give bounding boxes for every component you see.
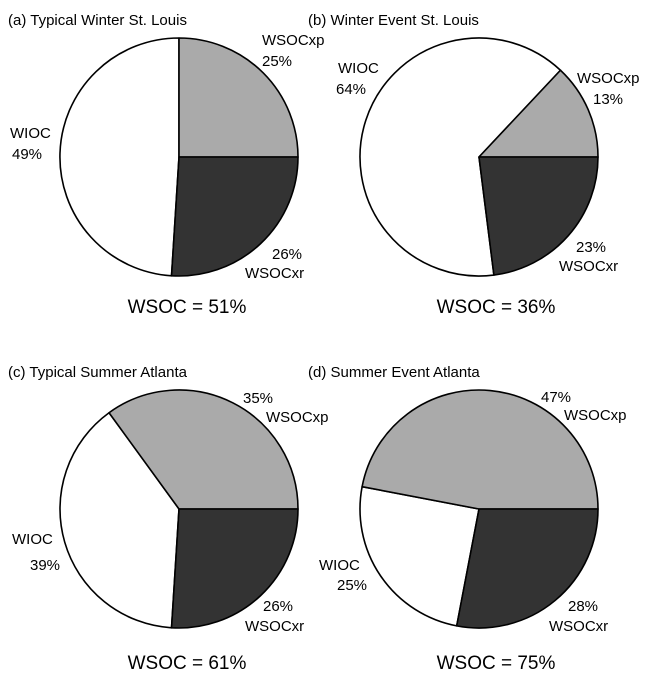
- pie-slice-wioc: [359, 485, 480, 627]
- slice-name-label: WSOCxp: [577, 70, 640, 87]
- pie-slice-wioc: [59, 37, 180, 277]
- pie-slice-wsocxr: [170, 508, 299, 629]
- pie-slice-wsocxr: [170, 156, 299, 277]
- slice-value-label: 23%: [576, 239, 606, 256]
- pie-slice-wsocxp: [178, 37, 299, 158]
- pie-panel: (c) Typical Summer Atlanta 35% WSOCxp 26% WS…: [8, 364, 329, 673]
- slice-name-label: WIOC: [338, 60, 379, 77]
- slice-name-label: WSOCxr: [559, 258, 618, 275]
- slice-name-label: WSOCxr: [549, 618, 608, 635]
- panel-title: (a) Typical Winter St. Louis: [8, 12, 187, 29]
- pie-panel: (a) Typical Winter St. Louis WSOCxp 25% 26%…: [8, 12, 325, 318]
- slice-name-label: WSOCxp: [266, 409, 329, 426]
- slice-value-label: 39%: [30, 557, 60, 574]
- pie-slice-wsocxr: [455, 508, 599, 629]
- slice-name-label: WIOC: [12, 531, 53, 548]
- slice-value-label: 13%: [593, 91, 623, 108]
- pie-panel: (d) Summer Event Atlanta 47%WSOCxp 28% WSOC…: [308, 364, 627, 673]
- wsoc-total-label: WSOC = 36%: [437, 297, 556, 318]
- slice-name-label: WSOCxr: [245, 618, 304, 635]
- slice-value-label: 49%: [12, 146, 42, 163]
- pie-slice-wsocxp: [478, 69, 599, 158]
- slice-name-label: WIOC: [10, 125, 51, 142]
- wsoc-total-label: WSOC = 75%: [437, 653, 556, 673]
- panel-title: (b) Winter Event St. Louis: [308, 12, 479, 29]
- slice-value-label: 25%: [337, 577, 367, 594]
- pie-slice-wioc: [59, 411, 180, 629]
- wsoc-total-label: WSOC = 51%: [128, 297, 247, 318]
- pie-slice-wsocxp: [361, 389, 599, 510]
- slice-name-label: WSOCxr: [245, 265, 304, 282]
- wsoc-total-label: WSOC = 61%: [128, 653, 247, 673]
- slice-value-label: 28%: [568, 598, 598, 615]
- slice-value-label: 25%: [262, 53, 292, 70]
- pie-panel: (b) Winter Event St. Louis WSOCxp 13% 23% WS…: [308, 12, 640, 318]
- panel-title: (d) Summer Event Atlanta: [308, 364, 480, 381]
- slice-name-label: WSOCxp: [262, 32, 325, 49]
- slice-value-label: 47%: [541, 389, 571, 406]
- slice-value-label: 64%: [336, 81, 366, 98]
- slice-name-label: WSOCxp: [564, 407, 627, 424]
- pie-slice-wsocxr: [478, 156, 599, 276]
- pie-slice-wioc: [359, 37, 562, 277]
- panel-title: (c) Typical Summer Atlanta: [8, 364, 188, 381]
- slice-name-label: WIOC: [319, 557, 360, 574]
- slice-value-label: 26%: [272, 246, 302, 263]
- slice-value-label: 35%: [243, 390, 273, 407]
- pie-slice-wsocxp: [108, 389, 299, 510]
- slice-value-label: 26%: [263, 598, 293, 615]
